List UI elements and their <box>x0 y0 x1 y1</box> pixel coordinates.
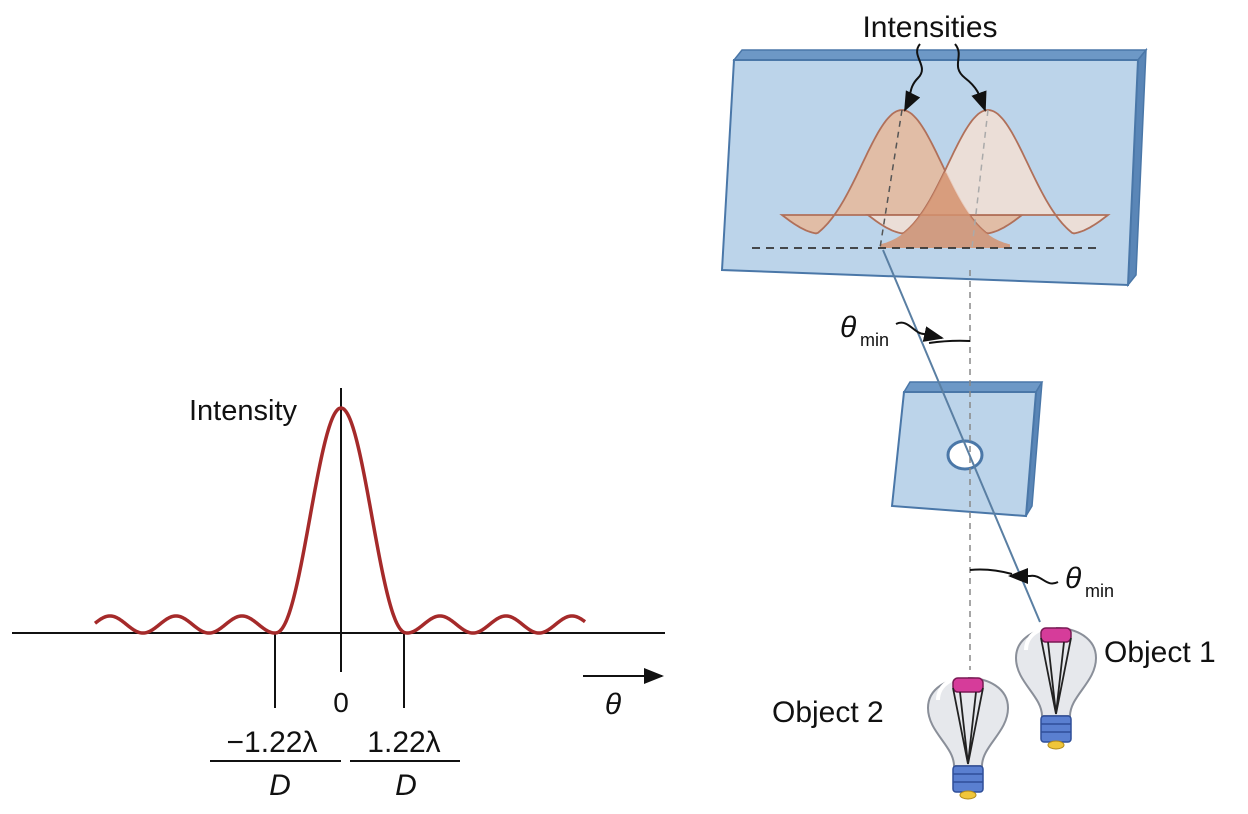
bulb1-tip <box>1047 740 1065 750</box>
lower-angle-arc <box>969 568 1013 575</box>
screen-top-edge <box>732 49 1148 61</box>
upper-theta-symbol: θ <box>840 311 857 344</box>
object2-peak-dashline <box>971 109 989 249</box>
bulb1-highlight <box>1024 624 1057 651</box>
bulb1-filament <box>1040 627 1072 643</box>
object1-ray <box>882 249 1041 623</box>
theta-axis-label: θ <box>605 688 622 721</box>
upper-theta-subscript: min <box>860 330 889 350</box>
pos-fraction-numerator: 1.22λ <box>367 726 440 759</box>
lower-theta-subscript: min <box>1085 581 1114 601</box>
object1-bulb-icon <box>1014 624 1098 750</box>
bulb1-base <box>1040 715 1072 743</box>
pos-fraction-denominator: D <box>395 769 417 802</box>
intensities-arrow-right <box>954 43 987 112</box>
curve-overlap-region <box>880 172 1010 248</box>
object2-intensity-curve <box>865 109 1111 235</box>
object2-label: Object 2 <box>772 696 884 729</box>
object1-peak-dashline <box>879 109 903 249</box>
intensity-curve <box>93 406 587 635</box>
object1-label: Object 1 <box>1104 636 1216 669</box>
neg-fraction-denominator: D <box>269 769 291 802</box>
upper-theta-min-label: θ min <box>840 311 889 350</box>
bulb2-base <box>952 765 984 793</box>
viewing-screen <box>720 47 1148 288</box>
pos-minimum-fraction: 1.22λ D <box>350 726 460 802</box>
intensity-axis-label: Intensity <box>189 395 297 427</box>
bulb2-filament <box>952 677 984 693</box>
object2-bulb-icon <box>926 674 1010 800</box>
intensities-label: Intensities <box>862 11 997 44</box>
bulb1-wires <box>1040 637 1072 715</box>
upper-angle-arc <box>928 339 971 344</box>
resolution-setup-diagram: Intensities θ min θ min <box>720 11 1216 800</box>
intensities-arrow-left <box>904 43 923 112</box>
plate-top-edge <box>902 381 1044 393</box>
aperture-plate <box>890 381 1044 518</box>
lower-theta-pointer <box>1008 568 1059 585</box>
neg-minimum-fraction: −1.22λ D <box>210 726 341 802</box>
bulb2-wires <box>952 687 984 765</box>
object1-intensity-curve <box>779 109 1025 235</box>
origin-label: 0 <box>333 687 349 718</box>
lower-theta-min-label: θ min <box>1065 562 1114 601</box>
neg-fraction-numerator: −1.22λ <box>227 726 318 759</box>
lower-theta-symbol: θ <box>1065 562 1082 595</box>
upper-theta-pointer <box>895 321 944 342</box>
airy-intensity-plot: Intensity 0 −1.22λ D 1.22λ D θ <box>12 388 665 802</box>
bulb2-highlight <box>936 674 969 701</box>
bulb2-tip <box>959 790 977 800</box>
